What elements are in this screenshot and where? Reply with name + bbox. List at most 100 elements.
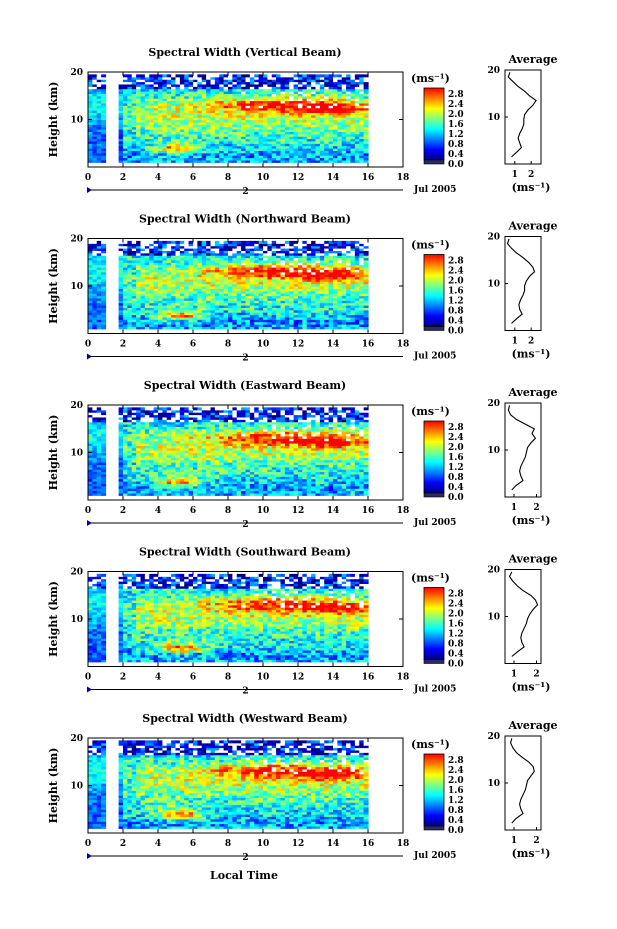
heatmap-cell bbox=[92, 124, 98, 128]
heatmap-cell bbox=[333, 300, 338, 304]
heatmap-cell bbox=[328, 117, 334, 121]
heatmap-cell bbox=[350, 305, 356, 308]
heatmap-cell bbox=[328, 316, 334, 320]
heatmap-cell bbox=[354, 136, 360, 140]
heatmap-cell bbox=[88, 248, 93, 251]
heatmap-cell bbox=[254, 83, 260, 87]
heatmap-cell bbox=[249, 110, 255, 113]
heatmap-cell bbox=[162, 79, 168, 83]
heatmap-cell bbox=[166, 248, 172, 251]
heatmap-cell bbox=[101, 466, 107, 470]
heatmap-cell bbox=[179, 245, 185, 249]
heatmap-cell bbox=[280, 252, 286, 256]
heatmap-cell bbox=[263, 107, 268, 111]
heatmap-cell bbox=[293, 324, 299, 327]
heatmap-cell bbox=[284, 155, 290, 159]
heatmap-cell bbox=[136, 83, 142, 87]
heatmap-cell bbox=[92, 76, 98, 80]
heatmap-cell bbox=[123, 143, 128, 147]
heatmap-cell bbox=[144, 271, 150, 275]
heatmap-cell bbox=[324, 145, 330, 149]
heatmap-cell bbox=[101, 121, 107, 125]
heatmap-cell bbox=[175, 245, 181, 249]
heatmap-cell bbox=[363, 143, 369, 147]
heatmap-cell bbox=[341, 302, 347, 306]
heatmap-cell bbox=[101, 102, 107, 106]
heatmap-cell bbox=[158, 119, 163, 123]
x-tick-label: 12 bbox=[292, 173, 305, 183]
heatmap-cell bbox=[337, 131, 343, 135]
heatmap-cell bbox=[210, 326, 216, 330]
heatmap-cell bbox=[118, 155, 124, 159]
avg-unit: (ms⁻¹) bbox=[512, 181, 551, 194]
heatmap-cell bbox=[153, 276, 159, 280]
heatmap-cell bbox=[276, 267, 282, 270]
heatmap-cell bbox=[245, 140, 251, 144]
heatmap-cell bbox=[280, 93, 286, 97]
heatmap-cell bbox=[92, 466, 98, 470]
heatmap-cell bbox=[319, 95, 325, 99]
heatmap-cell bbox=[127, 476, 133, 480]
heatmap-cell bbox=[88, 74, 93, 78]
heatmap-cell bbox=[236, 74, 242, 78]
heatmap-cell bbox=[96, 321, 102, 325]
heatmap-cell bbox=[175, 121, 181, 125]
heatmap-cell bbox=[210, 293, 216, 297]
heatmap-cell bbox=[337, 148, 343, 151]
heatmap-cell bbox=[271, 74, 277, 78]
heatmap-cell bbox=[140, 112, 146, 116]
heatmap-cell bbox=[346, 255, 352, 259]
heatmap-cell bbox=[101, 117, 107, 121]
heatmap-cell bbox=[171, 300, 177, 304]
heatmap-cell bbox=[306, 286, 312, 289]
heatmap-cell bbox=[311, 243, 317, 247]
heatmap-cell bbox=[241, 316, 247, 320]
heatmap-cell bbox=[324, 319, 330, 323]
heatmap-cell bbox=[311, 98, 317, 102]
heatmap-cell bbox=[131, 131, 137, 135]
heatmap-cell bbox=[166, 295, 172, 299]
heatmap-cell bbox=[158, 138, 163, 142]
heatmap-cell bbox=[131, 426, 137, 430]
heatmap-cell bbox=[101, 129, 107, 132]
heatmap-cell bbox=[354, 155, 360, 159]
heatmap-cell bbox=[263, 124, 268, 128]
heatmap-cell bbox=[96, 150, 102, 154]
heatmap-cell bbox=[315, 297, 321, 301]
heatmap-cell bbox=[171, 264, 177, 268]
heatmap-cell bbox=[284, 152, 290, 156]
heatmap-cell bbox=[118, 295, 124, 299]
heatmap-cell bbox=[350, 150, 356, 154]
heatmap-cell bbox=[293, 100, 299, 104]
heatmap-cell bbox=[179, 319, 185, 323]
heatmap-cell bbox=[263, 257, 268, 261]
heatmap-cell bbox=[302, 98, 308, 102]
heatmap-cell bbox=[166, 159, 172, 163]
heatmap-cell bbox=[118, 283, 124, 287]
heatmap-cell bbox=[179, 321, 185, 325]
heatmap-cell bbox=[267, 148, 273, 151]
heatmap-cell bbox=[197, 278, 203, 282]
heatmap-cell bbox=[136, 76, 142, 80]
heatmap-cell bbox=[289, 321, 295, 325]
heatmap-cell bbox=[101, 469, 107, 473]
heatmap-cell bbox=[136, 119, 142, 123]
heatmap-cell bbox=[263, 259, 268, 263]
heatmap-cell bbox=[96, 459, 102, 463]
heatmap-cell bbox=[162, 314, 168, 318]
heatmap-cell bbox=[214, 152, 220, 156]
heatmap-cell bbox=[175, 88, 181, 92]
heatmap-cell bbox=[284, 297, 290, 301]
heatmap-cell bbox=[123, 464, 128, 468]
heatmap-cell bbox=[350, 259, 356, 263]
heatmap-cell bbox=[162, 150, 168, 154]
heatmap-cell bbox=[193, 91, 198, 94]
heatmap-cell bbox=[245, 129, 251, 132]
x-tick-label: 2 bbox=[120, 173, 126, 183]
heatmap-cell bbox=[210, 274, 216, 278]
heatmap-cell bbox=[144, 316, 150, 320]
heatmap-cell bbox=[263, 326, 268, 330]
heatmap-cell bbox=[179, 138, 185, 142]
heatmap-cell bbox=[136, 152, 142, 156]
heatmap-cell bbox=[144, 100, 150, 104]
